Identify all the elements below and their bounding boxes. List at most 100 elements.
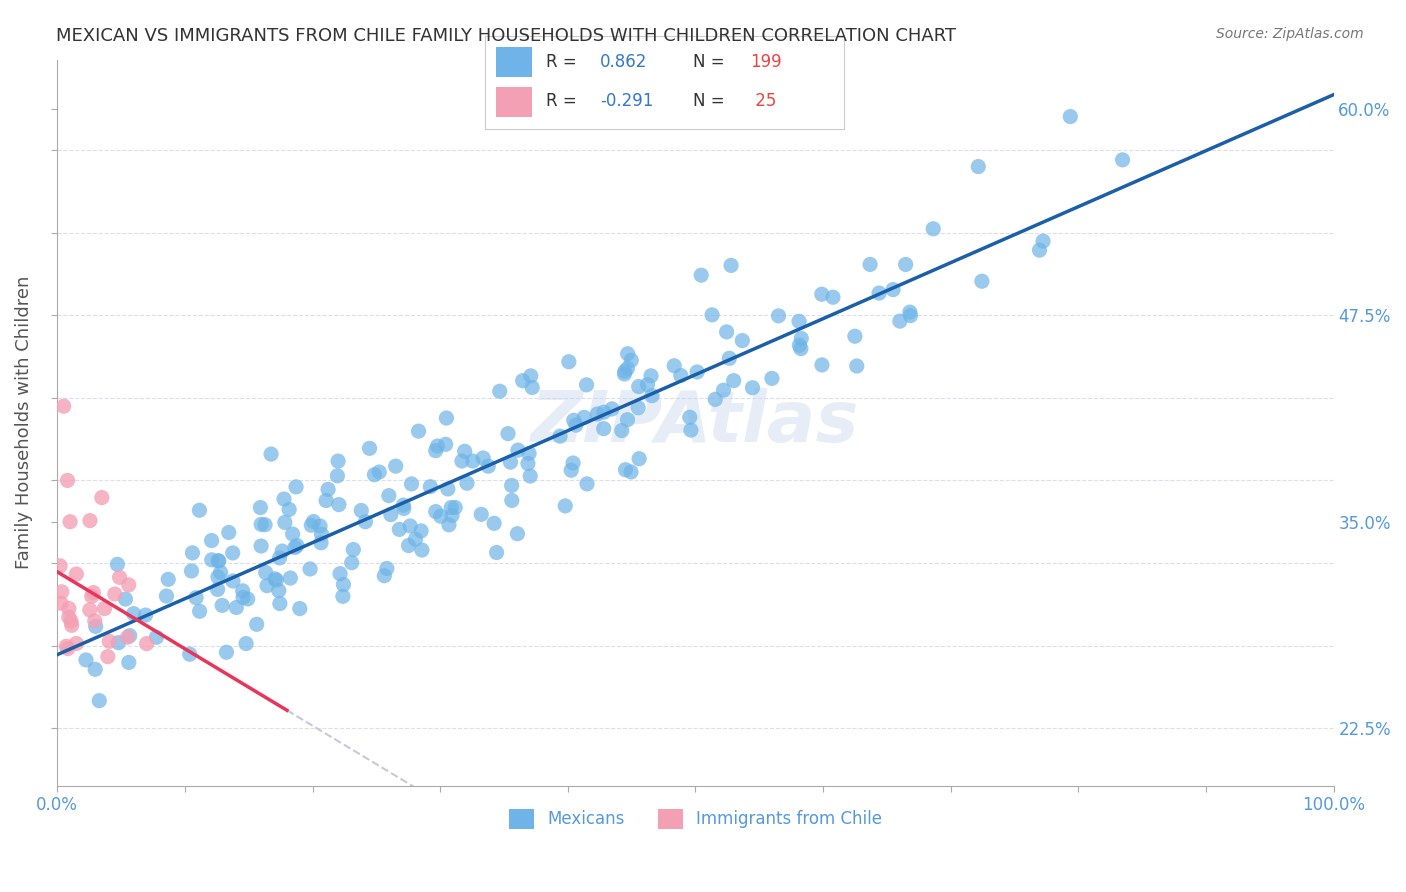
Point: [108, 570, 131, 584]
Point: [554, 499, 576, 513]
Point: [620, 353, 643, 368]
Point: [592, 422, 614, 436]
Point: [512, 374, 534, 388]
Point: [58, 610, 80, 624]
Point: [201, 553, 224, 567]
Point: [811, 358, 834, 372]
Point: [235, 636, 257, 650]
Point: [269, 597, 291, 611]
Point: [117, 630, 139, 644]
Point: [90, 491, 112, 505]
Text: -0.291: -0.291: [600, 92, 654, 111]
Point: [560, 463, 582, 477]
Point: [482, 516, 505, 531]
Point: [616, 361, 638, 376]
Point: [232, 583, 254, 598]
Point: [723, 374, 745, 388]
Point: [517, 446, 540, 460]
Point: [718, 351, 741, 366]
Point: [299, 562, 322, 576]
Point: [506, 443, 529, 458]
Point: [384, 459, 406, 474]
Point: [506, 526, 529, 541]
Point: [79, 514, 101, 528]
Point: [613, 367, 636, 381]
Point: [51, 584, 73, 599]
Point: [426, 439, 449, 453]
Point: [342, 542, 364, 557]
Point: [610, 424, 633, 438]
Point: [232, 591, 254, 605]
Point: [404, 533, 426, 547]
Point: [378, 489, 401, 503]
Point: [59, 515, 82, 529]
Point: [180, 564, 202, 578]
Point: [637, 377, 659, 392]
Point: [65, 636, 87, 650]
Point: [731, 334, 754, 348]
Point: [669, 368, 692, 383]
Point: [278, 502, 301, 516]
Point: [461, 454, 484, 468]
Point: [269, 550, 291, 565]
Point: [520, 380, 543, 394]
Point: [155, 589, 177, 603]
Point: [58, 601, 80, 615]
Text: N =: N =: [693, 92, 730, 111]
Point: [388, 522, 411, 536]
Point: [52, 399, 75, 413]
Point: [256, 579, 278, 593]
Point: [311, 527, 333, 541]
Point: [56, 641, 79, 656]
Point: [326, 468, 349, 483]
Point: [83, 614, 105, 628]
Point: [350, 503, 373, 517]
Point: [761, 371, 783, 385]
Point: [363, 467, 385, 482]
Point: [207, 570, 229, 584]
Point: [434, 411, 457, 425]
Point: [208, 554, 231, 568]
Point: [868, 286, 890, 301]
Point: [787, 314, 810, 328]
Point: [253, 517, 276, 532]
Point: [373, 568, 395, 582]
Point: [882, 283, 904, 297]
Point: [679, 423, 702, 437]
Point: [488, 384, 510, 399]
Point: [586, 407, 609, 421]
Point: [440, 500, 463, 515]
Point: [215, 645, 238, 659]
Point: [894, 258, 917, 272]
Legend: Mexicans, Immigrants from Chile: Mexicans, Immigrants from Chile: [502, 802, 889, 836]
Point: [285, 539, 308, 553]
Point: [299, 518, 322, 533]
Point: [201, 533, 224, 548]
Point: [118, 578, 141, 592]
Point: [84, 662, 107, 676]
Point: [398, 539, 420, 553]
Point: [399, 519, 422, 533]
Point: [249, 500, 271, 515]
Point: [789, 338, 811, 352]
Point: [641, 389, 664, 403]
Point: [444, 500, 467, 515]
Point: [188, 604, 211, 618]
Point: [593, 405, 616, 419]
Point: [340, 556, 363, 570]
Bar: [496, 87, 531, 117]
Text: R =: R =: [546, 92, 582, 111]
Point: [332, 590, 354, 604]
Point: [1059, 110, 1081, 124]
Point: [713, 383, 735, 397]
Point: [451, 454, 474, 468]
Point: [437, 517, 460, 532]
Point: [93, 601, 115, 615]
Point: [281, 527, 304, 541]
Point: [768, 309, 790, 323]
Point: [700, 308, 723, 322]
Point: [302, 515, 325, 529]
Point: [285, 480, 308, 494]
Point: [274, 516, 297, 530]
Point: [271, 544, 294, 558]
